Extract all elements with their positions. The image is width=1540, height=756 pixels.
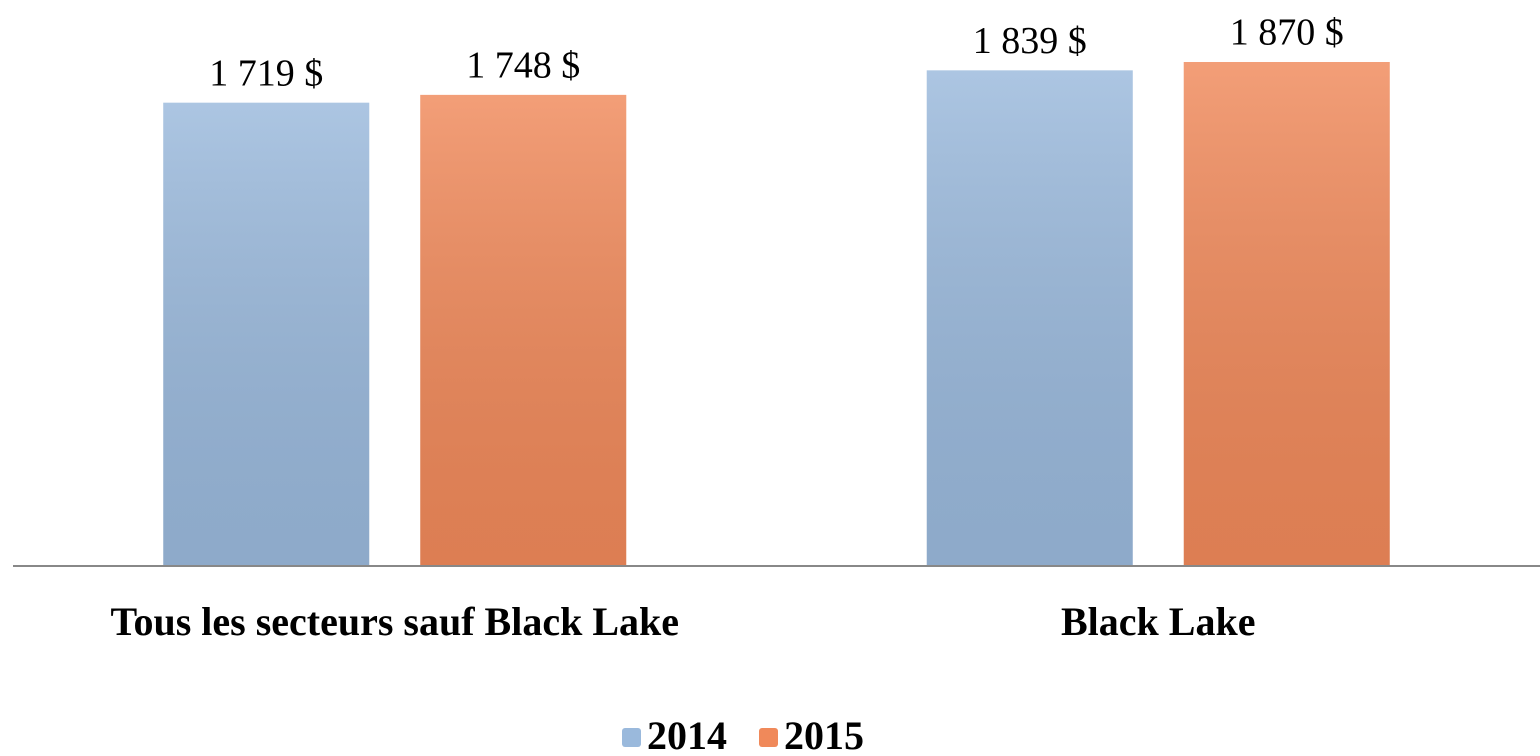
bar-shade bbox=[1183, 62, 1390, 566]
legend-label: 2015 bbox=[784, 713, 864, 756]
data-label: 1 839 $ bbox=[973, 20, 1087, 62]
bar-shade bbox=[163, 102, 370, 566]
legend-swatch bbox=[622, 728, 641, 747]
bar-shade bbox=[926, 70, 1133, 567]
data-label: 1 870 $ bbox=[1230, 12, 1344, 54]
legend-label: 2014 bbox=[647, 713, 727, 756]
x-tick-label: Black Lake bbox=[1061, 599, 1255, 644]
bar-shade bbox=[420, 94, 627, 566]
legend-swatch bbox=[759, 728, 778, 747]
data-label: 1 719 $ bbox=[209, 52, 323, 94]
x-tick-label: Tous les secteurs sauf Black Lake bbox=[110, 599, 679, 644]
data-label: 1 748 $ bbox=[466, 45, 580, 87]
